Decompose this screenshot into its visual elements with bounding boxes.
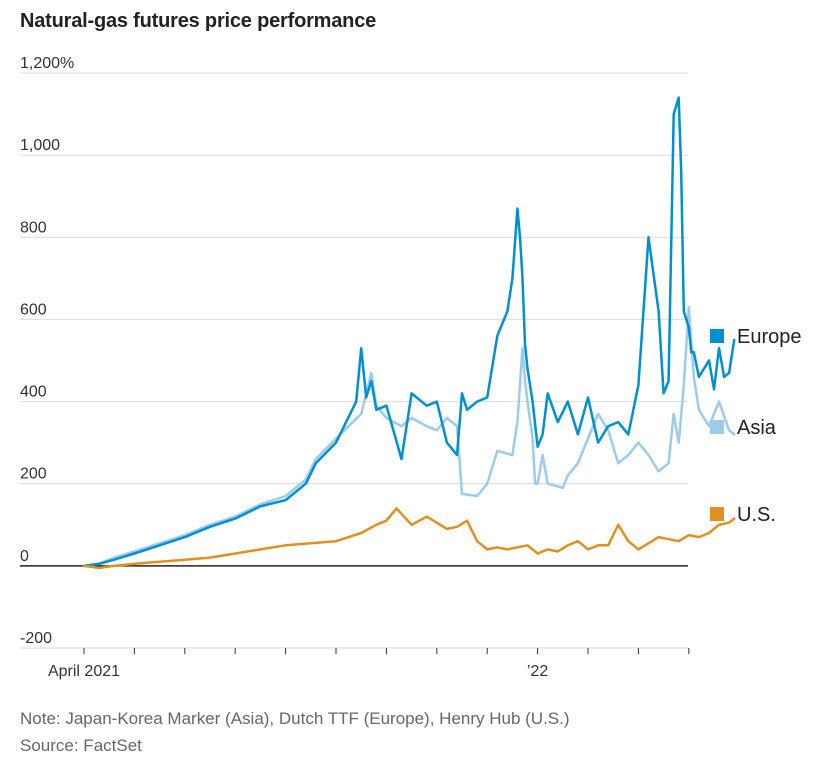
y-tick-label: 400 xyxy=(20,384,47,401)
series-lines xyxy=(82,96,736,570)
gridlines xyxy=(20,72,688,649)
y-tick-label: 600 xyxy=(20,301,47,318)
line-chart: 1,200% 1,000 800 600 400 200 0 -200 April 2021 ’… xyxy=(20,55,802,680)
y-tick-label: 1,200% xyxy=(20,55,74,72)
y-tick-label: -200 xyxy=(20,630,52,647)
y-tick-label: 800 xyxy=(20,219,47,236)
series-line-us xyxy=(82,507,736,570)
y-axis-tick-labels: 1,200% 1,000 800 600 400 200 0 -200 xyxy=(20,55,74,647)
legend-label: Asia xyxy=(737,417,777,439)
chart-title: Natural-gas futures price performance xyxy=(20,10,377,32)
chart-source: Source: FactSet xyxy=(20,736,142,755)
legend-label: U.S. xyxy=(737,504,776,526)
chart-note: Note: Japan-Korea Marker (Asia), Dutch T… xyxy=(20,709,570,728)
legend: Asia Europe U.S. xyxy=(710,326,802,526)
legend-swatch xyxy=(710,329,724,343)
x-tick-label: April 2021 xyxy=(48,663,120,680)
x-tick-label: ’22 xyxy=(527,663,548,680)
legend-label: Europe xyxy=(737,326,802,348)
series-line-asia xyxy=(82,305,736,568)
legend-swatch xyxy=(710,507,724,521)
x-axis-ticks: April 2021 ’22 xyxy=(48,648,690,680)
legend-swatch xyxy=(710,420,724,434)
y-tick-label: 1,000 xyxy=(20,137,60,154)
y-tick-label: 200 xyxy=(20,466,47,483)
series-line-europe xyxy=(82,96,736,568)
y-tick-label: 0 xyxy=(20,548,29,565)
